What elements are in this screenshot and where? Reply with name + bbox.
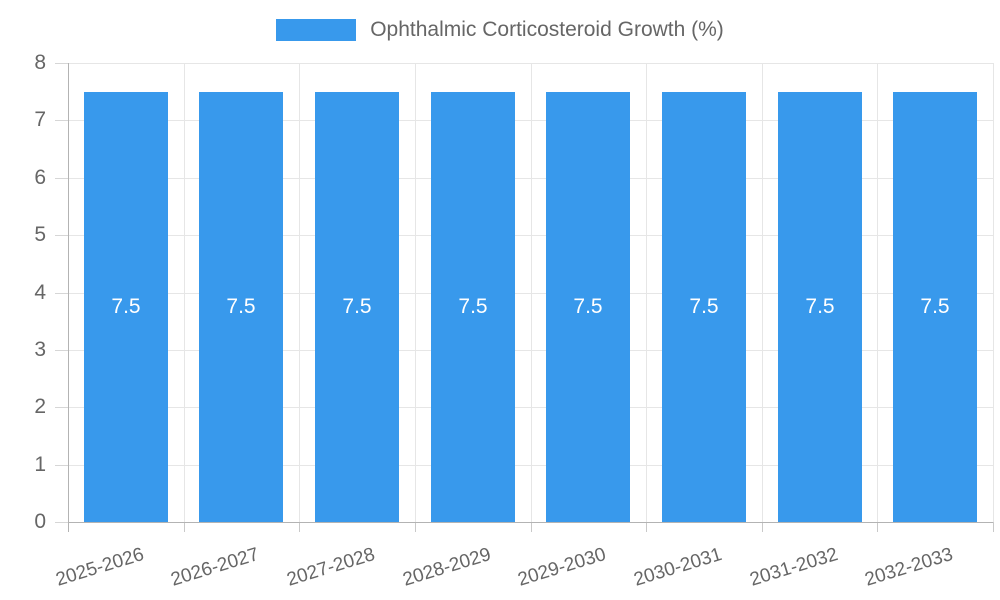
y-tick-mark	[55, 293, 68, 294]
h-gridline	[68, 120, 993, 121]
v-gridline	[993, 63, 994, 522]
y-axis-tick-label: 2	[34, 395, 46, 418]
y-tick-mark	[55, 235, 68, 236]
h-gridline	[68, 178, 993, 179]
y-axis-tick-label: 3	[34, 338, 46, 361]
bar[interactable]	[84, 92, 168, 522]
h-gridline	[68, 293, 993, 294]
x-axis-tick-label: 2025-2026	[53, 543, 147, 591]
bar[interactable]	[431, 92, 515, 522]
bar[interactable]	[778, 92, 862, 522]
y-axis-tick-label: 1	[34, 453, 46, 476]
v-gridline	[762, 63, 763, 522]
x-axis-tick-label: 2032-2033	[862, 543, 956, 591]
bar-value-label: 7.5	[573, 295, 603, 318]
x-tick-mark	[646, 522, 647, 532]
h-gridline	[68, 465, 993, 466]
y-tick-mark	[55, 465, 68, 466]
h-gridline	[68, 407, 993, 408]
y-tick-mark	[55, 178, 68, 179]
y-axis-tick-label: 4	[34, 281, 46, 304]
bar-value-label: 7.5	[805, 295, 835, 318]
y-axis-tick-label: 8	[34, 51, 46, 74]
bar-value-label: 7.5	[111, 295, 141, 318]
y-axis-line	[68, 63, 69, 532]
x-axis-tick-label: 2028-2029	[400, 543, 494, 591]
x-axis-tick-label: 2030-2031	[631, 543, 725, 591]
x-axis-line	[68, 522, 993, 523]
bar[interactable]	[199, 92, 283, 522]
x-tick-mark	[299, 522, 300, 532]
bar-value-label: 7.5	[920, 295, 950, 318]
v-gridline	[299, 63, 300, 522]
legend-swatch	[276, 19, 357, 41]
h-gridline	[68, 350, 993, 351]
legend[interactable]: Ophthalmic Corticosteroid Growth (%)	[0, 18, 1000, 42]
y-axis-tick-label: 5	[34, 223, 46, 246]
y-axis-tick-label: 0	[34, 510, 46, 533]
v-gridline	[646, 63, 647, 522]
x-axis-tick-label: 2029-2030	[515, 543, 609, 591]
h-gridline	[68, 235, 993, 236]
bar-value-label: 7.5	[226, 295, 256, 318]
x-axis-tick-label: 2026-2027	[168, 543, 262, 591]
bar-value-label: 7.5	[342, 295, 372, 318]
y-axis-tick-label: 7	[34, 108, 46, 131]
x-tick-mark	[531, 522, 532, 532]
h-gridline	[68, 63, 993, 64]
y-tick-mark	[55, 407, 68, 408]
y-tick-mark	[55, 63, 68, 64]
v-gridline	[877, 63, 878, 522]
v-gridline	[531, 63, 532, 522]
x-tick-mark	[762, 522, 763, 532]
bar[interactable]	[662, 92, 746, 522]
x-tick-mark	[184, 522, 185, 532]
y-tick-mark	[55, 120, 68, 121]
x-axis-tick-label: 2027-2028	[284, 543, 378, 591]
legend-label: Ophthalmic Corticosteroid Growth (%)	[370, 18, 724, 41]
x-tick-mark	[877, 522, 878, 532]
bar-value-label: 7.5	[689, 295, 719, 318]
v-gridline	[415, 63, 416, 522]
y-axis-tick-label: 6	[34, 166, 46, 189]
x-tick-mark	[993, 522, 994, 532]
bar-value-label: 7.5	[458, 295, 488, 318]
x-tick-mark	[415, 522, 416, 532]
y-tick-mark	[55, 522, 68, 523]
v-gridline	[184, 63, 185, 522]
y-tick-mark	[55, 350, 68, 351]
bar[interactable]	[315, 92, 399, 522]
bar[interactable]	[546, 92, 630, 522]
bar[interactable]	[893, 92, 977, 522]
x-axis-tick-label: 2031-2032	[747, 543, 841, 591]
